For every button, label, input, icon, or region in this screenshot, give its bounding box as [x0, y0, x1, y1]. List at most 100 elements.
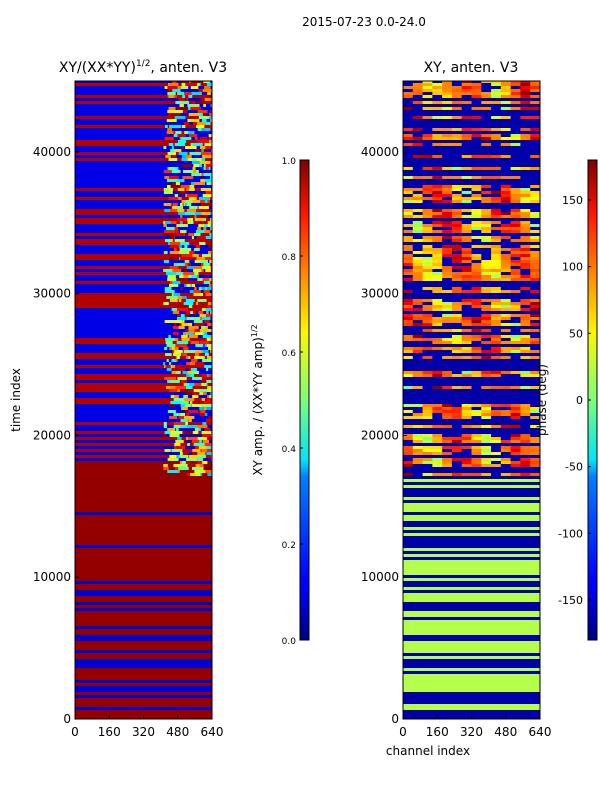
panel2-heatmap-cell: [422, 185, 433, 188]
panel1-heatmap-cell: [163, 251, 168, 254]
colorbar2-tick-label: 0: [576, 394, 583, 407]
panel2-heatmap-row: [403, 173, 540, 176]
panel1-heatmap-cell: [190, 81, 200, 83]
panel2-heatmap-cell: [491, 236, 502, 239]
panel2-heatmap-cell: [491, 155, 502, 158]
panel2-heatmap-cell: [520, 236, 531, 239]
panel2-heatmap-cell: [461, 437, 472, 440]
panel1-heatmap-cell: [192, 350, 203, 353]
panel2-heatmap-cell: [471, 212, 482, 215]
panel2-heatmap-cell: [481, 260, 492, 263]
panel2-heatmap-cell: [432, 452, 443, 455]
panel2-heatmap-cell: [481, 191, 492, 194]
panel2-heatmap-row: [403, 380, 540, 383]
panel2-heatmap-cell: [491, 287, 502, 290]
panel1-heatmap-row: [75, 416, 212, 419]
panel2-heatmap-cell: [442, 188, 453, 191]
panel2-heatmap-cell: [520, 425, 531, 428]
panel1-heatmap-cell: [199, 314, 206, 317]
panel2-heatmap-cell: [403, 254, 414, 257]
panel2-heatmap-cell: [451, 194, 463, 197]
panel2-heatmap-cell: [403, 107, 414, 110]
panel1-heatmap-cell: [168, 167, 174, 170]
panel1-heatmap-cell: [208, 353, 212, 356]
panel2-heatmap-cell: [403, 416, 414, 419]
panel1-heatmap-row: [75, 605, 212, 608]
panel1-heatmap-cell: [176, 446, 182, 449]
panel2-heatmap-cell: [442, 473, 453, 476]
panel2-heatmap-row: [403, 110, 540, 113]
panel2-heatmap-cell: [432, 437, 443, 440]
panel2-heatmap-cell: [403, 128, 414, 131]
panel2-heatmap-cell: [422, 425, 433, 428]
panel1-heatmap-cell: [197, 299, 207, 302]
panel1-heatmap-row: [75, 365, 212, 368]
panel1-heatmap-row: [75, 170, 212, 173]
panel1-heatmap-cell: [184, 260, 190, 263]
panel2-heatmap-cell: [481, 188, 492, 191]
panel2-heatmap-cell: [471, 257, 482, 260]
panel1-heatmap-cell: [207, 305, 212, 308]
panel1-heatmap-cell: [196, 173, 205, 176]
panel1-heatmap-row: [75, 548, 212, 551]
panel2-heatmap-row: [403, 644, 540, 647]
panel1-heatmap-cell: [188, 368, 191, 371]
panel2-heatmap-cell: [442, 128, 453, 131]
panel2-heatmap-cell: [422, 143, 433, 146]
panel1-heatmap-row: [75, 308, 212, 311]
panel2-heatmap-cell: [500, 452, 512, 455]
panel2-heatmap-cell: [422, 335, 433, 338]
panel1-heatmap-cell: [191, 275, 198, 278]
panel2-heatmap-cell: [403, 239, 414, 242]
panel2-heatmap-cell: [500, 437, 512, 440]
panel2-heatmap-cell: [481, 446, 492, 449]
panel2-heatmap-cell: [500, 185, 512, 188]
panel2-heatmap-cell: [520, 275, 531, 278]
panel2-heatmap-cell: [412, 335, 424, 338]
panel1-heatmap-row: [75, 434, 212, 437]
panel2-heatmap-cell: [491, 251, 502, 254]
panel1-heatmap-cell: [204, 365, 212, 368]
panel2-heatmap-cell: [412, 338, 424, 341]
panel1-heatmap-cell: [206, 374, 212, 377]
panel1-heatmap-row: [75, 140, 212, 143]
panel1-heatmap-row: [75, 518, 212, 521]
panel2-heatmap-cell: [500, 374, 512, 377]
panel2-heatmap-cell: [481, 287, 492, 290]
panel1-heatmap-row: [75, 602, 212, 605]
panel2-heatmap-cell: [520, 257, 531, 260]
panel1-heatmap-cell: [173, 413, 181, 416]
panel1-heatmap-row: [75, 311, 212, 314]
panel2-heatmap-cell: [520, 230, 531, 233]
panel1-heatmap-row: [75, 692, 212, 695]
panel2-heatmap-cell: [412, 275, 424, 278]
panel1-heatmap-cell: [169, 434, 180, 437]
panel1-heatmap-row: [75, 554, 212, 557]
panel2-heatmap-cell: [520, 155, 531, 158]
panel2-heatmap-cell: [432, 116, 443, 119]
panel1-heatmap-cell: [187, 158, 193, 161]
panel1-heatmap-cell: [176, 224, 188, 227]
panel2-heatmap-cell: [461, 458, 472, 461]
panel1-heatmap-cell: [177, 233, 183, 236]
panel1-heatmap-cell: [176, 278, 189, 281]
panel2-heatmap-cell: [481, 254, 492, 257]
panel2-heatmap-cell: [481, 275, 492, 278]
panel1-heatmap-cell: [171, 359, 177, 362]
panel2-heatmap-row: [403, 293, 540, 296]
panel1-xtick-label: 0: [71, 725, 79, 739]
panel2-heatmap-cell: [412, 263, 424, 266]
panel2-heatmap-cell: [481, 134, 492, 137]
panel2-heatmap-cell: [432, 308, 443, 311]
panel2-heatmap-cell: [491, 263, 502, 266]
panel2-heatmap-cell: [442, 212, 453, 215]
panel1-heatmap-cell: [170, 431, 183, 434]
panel2-heatmap-cell: [481, 266, 492, 269]
panel1-heatmap-cell: [194, 182, 206, 185]
panel2-heatmap-cell: [412, 272, 424, 275]
panel2-heatmap-row: [403, 467, 540, 470]
panel2-heatmap-cell: [491, 335, 502, 338]
panel2-heatmap-cell: [500, 167, 512, 170]
panel2-heatmap-cell: [500, 434, 512, 437]
panel2-heatmap-row: [403, 704, 540, 707]
